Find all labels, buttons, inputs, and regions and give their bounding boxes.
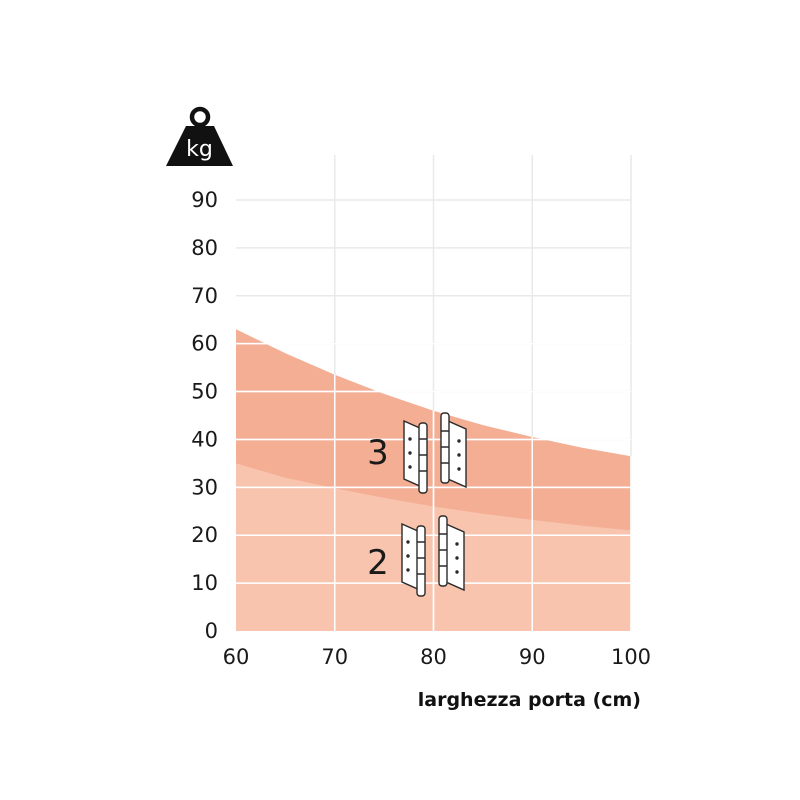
hinge-icon	[401, 515, 465, 597]
y-tick-label: 60	[191, 332, 218, 356]
x-tick-label: 60	[223, 645, 250, 669]
y-tick-label: 50	[191, 380, 218, 404]
y-tick-label: 90	[191, 188, 218, 212]
x-axis-title: larghezza porta (cm)	[418, 689, 641, 711]
band-label-2: 2	[367, 543, 389, 583]
unit-label: kg	[186, 137, 213, 162]
x-tick-labels: 60 70 80 90 100	[223, 645, 651, 669]
hinge-icon	[403, 412, 467, 494]
y-tick-label: 20	[191, 523, 218, 547]
hinge-icon-3	[403, 412, 467, 494]
grid-layer	[236, 155, 632, 631]
x-tick-label: 70	[321, 645, 348, 669]
y-tick-labels: 0 10 20 30 40 50 60 70 80 90	[191, 188, 218, 643]
x-tick-label: 80	[420, 645, 447, 669]
y-tick-label: 40	[191, 427, 218, 451]
x-tick-label: 100	[611, 645, 651, 669]
weight-icon: kg	[166, 106, 233, 166]
band-label-3: 3	[367, 433, 389, 473]
hinge-icon-2	[401, 515, 465, 597]
y-tick-label: 10	[191, 571, 218, 595]
y-tick-label: 70	[191, 284, 218, 308]
y-tick-label: 80	[191, 236, 218, 260]
x-tick-label: 90	[519, 645, 546, 669]
y-tick-label: 30	[191, 475, 218, 499]
y-tick-label: 0	[205, 619, 218, 643]
